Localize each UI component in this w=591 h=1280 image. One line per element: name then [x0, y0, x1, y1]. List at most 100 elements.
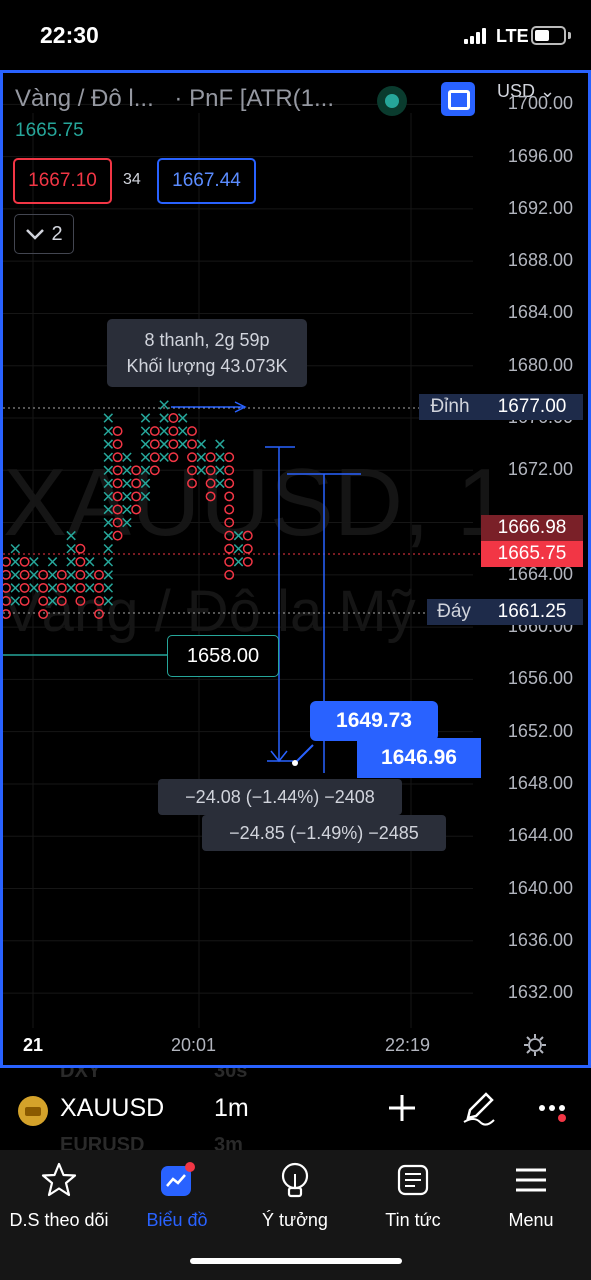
pnf-o-mark	[112, 426, 123, 437]
last-price-tag: 1665.75	[481, 541, 583, 567]
pnf-chart[interactable]	[3, 73, 588, 1065]
chevron-down-icon	[26, 229, 45, 240]
currency-label: USD	[497, 81, 536, 101]
pnf-x-mark	[159, 426, 169, 436]
gold-icon[interactable]	[18, 1096, 48, 1126]
y-axis-label: 1640.00	[507, 877, 573, 898]
nav-news[interactable]: Tin tức	[354, 1160, 472, 1231]
pnf-x-mark	[140, 426, 151, 436]
horizontal-line-label[interactable]: 1658.00	[167, 635, 279, 677]
measure-result-2: −24.85 (−1.49%) −2485	[202, 815, 446, 851]
high-label: Đỉnh	[419, 394, 481, 420]
pnf-x-mark	[196, 452, 207, 462]
chart-title[interactable]: Vàng / Đô l... · PnF [ATR(1...	[15, 85, 334, 113]
pnf-x-mark	[103, 543, 114, 554]
pnf-o-mark	[242, 543, 253, 554]
pnf-o-mark	[149, 452, 160, 463]
symbol-description[interactable]: Vàng / Đô l...	[15, 85, 154, 112]
pnf-x-mark	[122, 504, 132, 515]
buy-button[interactable]: 1667.44	[157, 158, 256, 204]
pnf-o-mark	[149, 426, 160, 437]
pnf-x-mark	[10, 570, 21, 580]
gear-icon[interactable]	[523, 1033, 547, 1057]
measure-result-1: −24.08 (−1.44%) −2408	[158, 779, 402, 815]
sell-button[interactable]: 1667.10	[13, 158, 112, 204]
pnf-o-mark	[224, 452, 235, 463]
pnf-x-mark	[122, 465, 132, 476]
nav-watchlist[interactable]: D.S theo dõi	[0, 1160, 118, 1231]
pnf-x-mark	[215, 439, 225, 449]
market-status-icon[interactable]	[377, 86, 407, 116]
pnf-x-mark	[66, 543, 76, 554]
pnf-o-mark	[75, 596, 86, 606]
ghost-symbol: EURUSD	[60, 1134, 145, 1150]
range-arrow-head	[234, 401, 247, 413]
pnf-x-mark	[177, 426, 188, 436]
pnf-o-mark	[94, 609, 104, 619]
pnf-x-mark	[103, 517, 114, 528]
pnf-x-mark	[47, 557, 58, 567]
pnf-x-mark	[29, 583, 39, 593]
pen-icon[interactable]	[460, 1088, 498, 1126]
target-price-callout[interactable]: 1649.73	[310, 701, 438, 741]
chart-grid	[3, 103, 473, 1028]
x-axis-label: 20:01	[171, 1035, 217, 1055]
pnf-o-mark	[112, 517, 123, 528]
pnf-o-mark	[3, 582, 11, 593]
pnf-o-mark	[56, 569, 67, 580]
more-icon[interactable]	[537, 1098, 571, 1122]
ask-price-tag: 1666.98	[481, 515, 583, 541]
pnf-o-mark	[205, 465, 216, 476]
signal-icon	[464, 28, 488, 44]
y-axis-label: 1680.00	[507, 354, 573, 375]
pnf-o-mark	[224, 504, 235, 515]
nav-ideas[interactable]: Ý tưởng	[236, 1160, 354, 1231]
plus-icon[interactable]	[386, 1092, 418, 1124]
pnf-o-mark	[75, 543, 86, 554]
pnf-x-mark	[103, 413, 114, 423]
pnf-x-mark	[122, 478, 132, 489]
nav-chart[interactable]: Biểu đồ	[118, 1160, 236, 1231]
x-axis-label: 21	[23, 1035, 44, 1055]
pnf-o-mark	[75, 556, 86, 567]
y-axis-label: 1688.00	[507, 250, 573, 271]
pnf-x-mark	[103, 426, 114, 436]
interval-selector[interactable]: 1m	[214, 1094, 249, 1122]
watermark-symbol: XAUUSD, 1	[3, 449, 510, 556]
y-axis-label: 1664.00	[507, 563, 573, 584]
range-tooltip: 8 thanh, 2g 59p Khối lượng 43.073K	[107, 319, 307, 387]
collapse-button[interactable]: 2	[14, 214, 74, 254]
spread-value: 34	[123, 171, 141, 188]
pnf-x-mark	[10, 543, 21, 554]
symbol-selector[interactable]: XAUUSD	[60, 1094, 165, 1122]
chart-pane[interactable]: XAUUSD, 1 Vàng / Đô la Mỹ Vàng / Đô l...…	[0, 70, 591, 1068]
fullscreen-icon[interactable]	[441, 82, 475, 116]
pnf-x-mark	[103, 504, 114, 515]
pnf-x-mark	[233, 530, 244, 541]
callout-line	[294, 744, 314, 764]
y-axis-label: 1684.00	[507, 302, 573, 323]
pnf-x-mark	[66, 530, 76, 541]
pnf-x-mark	[103, 570, 114, 580]
pnf-o-mark	[112, 491, 123, 502]
pnf-o-mark	[224, 543, 235, 554]
y-axis-label: 1692.00	[507, 197, 573, 218]
status-time: 22:30	[40, 22, 99, 48]
pnf-x-mark	[233, 543, 244, 554]
currency-selector[interactable]: USD ⌄	[497, 81, 555, 102]
chart-icon	[161, 1162, 195, 1196]
nav-label: Biểu đồ	[146, 1210, 208, 1230]
indicator-label[interactable]: · PnF [ATR(1...	[174, 85, 334, 112]
pnf-o-mark	[112, 478, 123, 489]
pnf-o-mark	[168, 426, 179, 437]
pnf-o-mark	[112, 530, 123, 541]
pnf-o-mark	[94, 569, 104, 580]
last-price: 1665.75	[15, 120, 84, 141]
ghost-symbol: DXY	[60, 1068, 102, 1082]
pnf-o-mark	[187, 439, 197, 450]
menu-icon	[516, 1168, 546, 1192]
y-axis-label: 1632.00	[507, 982, 573, 1003]
pnf-x-mark	[159, 413, 169, 423]
pnf-x-mark	[47, 570, 58, 580]
nav-menu[interactable]: Menu	[472, 1160, 590, 1231]
